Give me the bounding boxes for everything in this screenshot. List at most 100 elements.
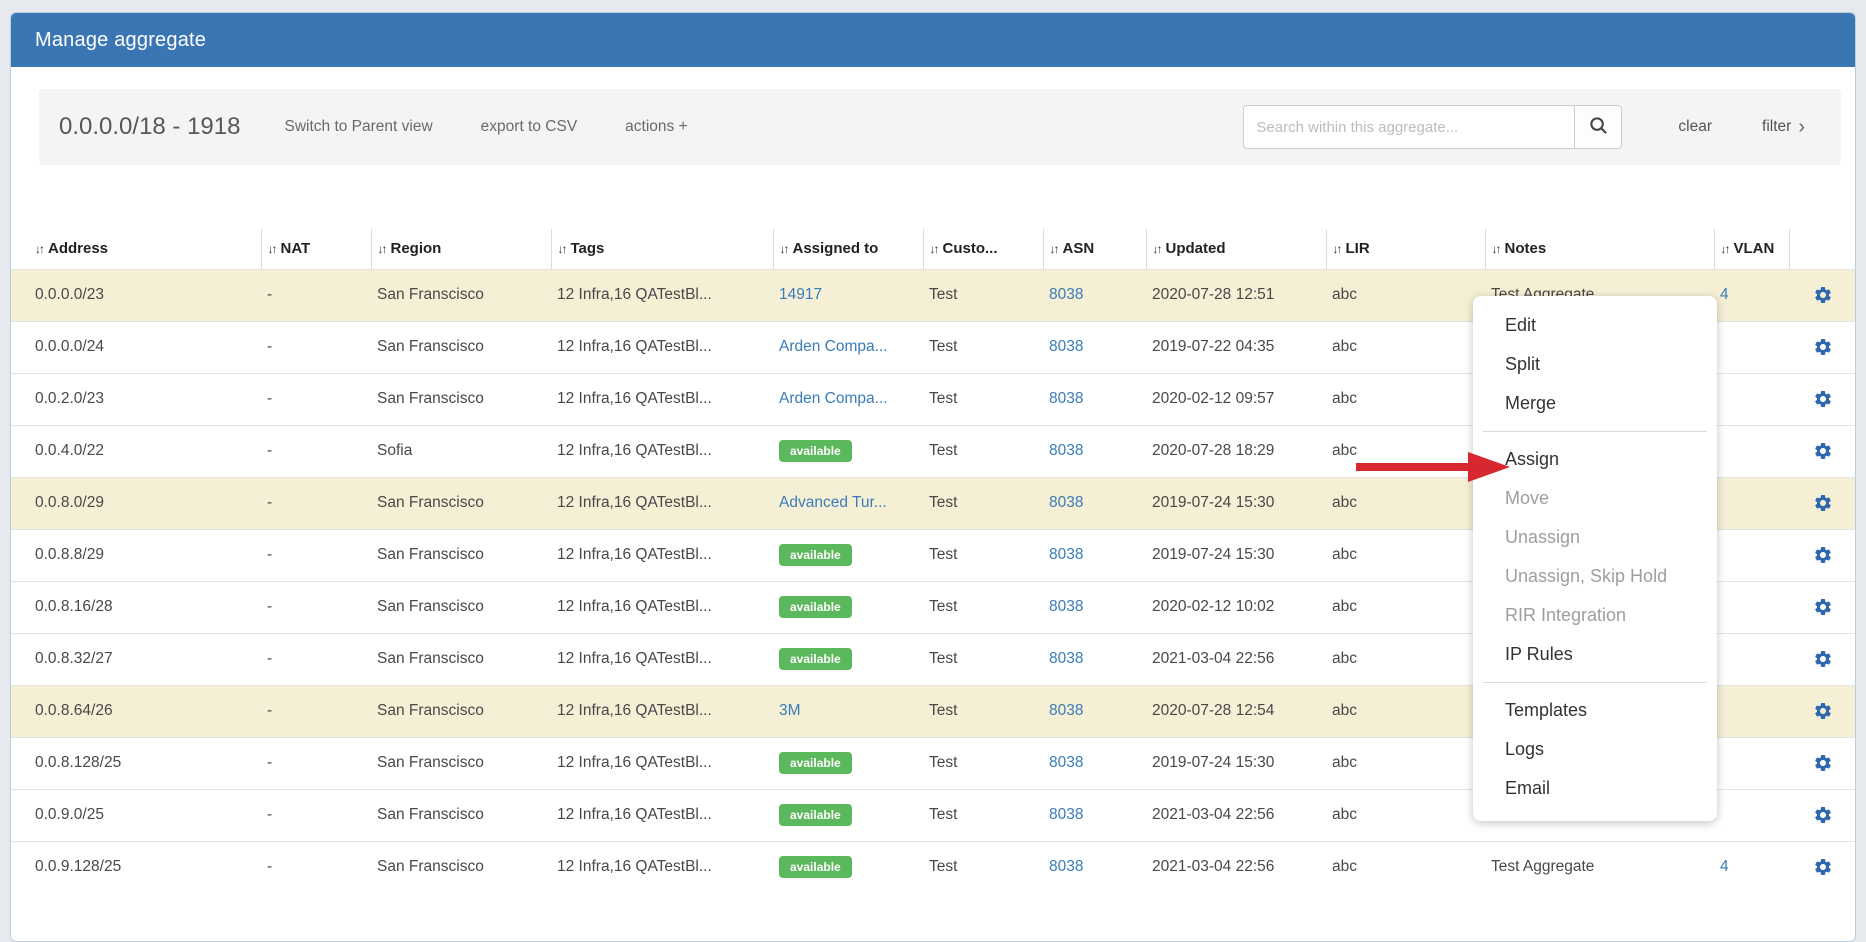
cell-region: San Franscisco	[371, 373, 551, 425]
assigned-to-link[interactable]: Advanced Tur...	[779, 494, 887, 511]
row-gear-button[interactable]	[1813, 545, 1833, 565]
row-gear-button[interactable]	[1813, 649, 1833, 669]
menu-item-email[interactable]: Email	[1473, 769, 1717, 808]
menu-item-assign[interactable]: Assign	[1473, 440, 1717, 479]
assigned-to-link[interactable]: Arden Compa...	[779, 338, 888, 355]
available-badge: available	[779, 596, 852, 618]
cell-nat: -	[261, 477, 371, 529]
search-input[interactable]	[1243, 105, 1575, 149]
asn-link[interactable]: 8038	[1049, 702, 1083, 719]
cell-updated: 2019-07-24 15:30	[1146, 477, 1326, 529]
column-header-assigned-to[interactable]: ↓↑Assigned to	[773, 229, 923, 269]
sort-arrows-icon: ↓↑	[1721, 242, 1729, 256]
cell-asn: 8038	[1043, 685, 1146, 737]
asn-link[interactable]: 8038	[1049, 442, 1083, 459]
column-header-customer[interactable]: ↓↑Custo...	[923, 229, 1043, 269]
cell-assigned-to: 3M	[773, 685, 923, 737]
asn-link[interactable]: 8038	[1049, 858, 1083, 875]
switch-parent-view-link[interactable]: Switch to Parent view	[284, 118, 432, 136]
column-label: Updated	[1166, 240, 1226, 257]
column-header-updated[interactable]: ↓↑Updated	[1146, 229, 1326, 269]
row-gear-button[interactable]	[1813, 441, 1833, 461]
cell-asn: 8038	[1043, 841, 1146, 893]
menu-divider	[1483, 682, 1707, 683]
row-gear-button[interactable]	[1813, 337, 1833, 357]
cell-nat: -	[261, 373, 371, 425]
row-gear-button[interactable]	[1813, 857, 1833, 877]
cell-asn: 8038	[1043, 477, 1146, 529]
asn-link[interactable]: 8038	[1049, 494, 1083, 511]
sort-arrows-icon: ↓↑	[1050, 242, 1058, 256]
actions-menu-link[interactable]: actions +	[625, 118, 687, 136]
column-header-region[interactable]: ↓↑Region	[371, 229, 551, 269]
menu-divider	[1483, 431, 1707, 432]
column-header-lir[interactable]: ↓↑LIR	[1326, 229, 1485, 269]
asn-link[interactable]: 8038	[1049, 806, 1083, 823]
available-badge: available	[779, 804, 852, 826]
cell-actions	[1789, 581, 1855, 633]
assigned-to-link[interactable]: 3M	[779, 702, 801, 719]
column-header-address[interactable]: ↓↑Address	[11, 229, 261, 269]
column-label: Region	[391, 240, 442, 257]
cell-actions	[1789, 685, 1855, 737]
asn-link[interactable]: 8038	[1049, 754, 1083, 771]
row-gear-button[interactable]	[1813, 493, 1833, 513]
menu-item-edit[interactable]: Edit	[1473, 306, 1717, 345]
aggregate-label: 0.0.0.0/18 - 1918	[59, 113, 240, 141]
row-gear-button[interactable]	[1813, 805, 1833, 825]
assigned-to-link[interactable]: Arden Compa...	[779, 390, 888, 407]
cell-region: Sofia	[371, 425, 551, 477]
cell-nat: -	[261, 425, 371, 477]
menu-item-logs[interactable]: Logs	[1473, 730, 1717, 769]
column-label: LIR	[1346, 240, 1370, 257]
cell-address: 0.0.8.16/28	[11, 581, 261, 633]
vlan-link[interactable]: 4	[1720, 858, 1729, 875]
cell-lir: abc	[1326, 373, 1485, 425]
search-button[interactable]	[1574, 105, 1622, 149]
cell-assigned-to: Advanced Tur...	[773, 477, 923, 529]
cell-updated: 2020-02-12 10:02	[1146, 581, 1326, 633]
cell-tags: 12 Infra,16 QATestBl...	[551, 841, 773, 893]
sort-arrows-icon: ↓↑	[268, 242, 276, 256]
vlan-link[interactable]: 4	[1720, 286, 1729, 303]
row-gear-button[interactable]	[1813, 389, 1833, 409]
assigned-to-link[interactable]: 14917	[779, 286, 822, 303]
cell-vlan	[1714, 425, 1789, 477]
asn-link[interactable]: 8038	[1049, 338, 1083, 355]
menu-item-templates[interactable]: Templates	[1473, 691, 1717, 730]
menu-item-merge[interactable]: Merge	[1473, 384, 1717, 423]
asn-link[interactable]: 8038	[1049, 598, 1083, 615]
column-header-asn[interactable]: ↓↑ASN	[1043, 229, 1146, 269]
cell-lir: abc	[1326, 477, 1485, 529]
column-header-notes[interactable]: ↓↑Notes	[1485, 229, 1714, 269]
clear-link[interactable]: clear	[1678, 118, 1712, 136]
cell-notes: Test Aggregate	[1485, 841, 1714, 893]
cell-assigned-to: available	[773, 581, 923, 633]
row-gear-button[interactable]	[1813, 753, 1833, 773]
cell-asn: 8038	[1043, 633, 1146, 685]
asn-link[interactable]: 8038	[1049, 650, 1083, 667]
filter-link[interactable]: filter ›	[1762, 117, 1805, 137]
toolbar: 0.0.0.0/18 - 1918 Switch to Parent view …	[39, 89, 1841, 165]
cell-address: 0.0.0.0/24	[11, 321, 261, 373]
menu-item-ip-rules[interactable]: IP Rules	[1473, 635, 1717, 674]
cell-actions	[1789, 269, 1855, 321]
cell-customer: Test	[923, 529, 1043, 581]
row-gear-button[interactable]	[1813, 701, 1833, 721]
asn-link[interactable]: 8038	[1049, 390, 1083, 407]
row-gear-button[interactable]	[1813, 285, 1833, 305]
menu-item-split[interactable]: Split	[1473, 345, 1717, 384]
cell-region: San Franscisco	[371, 737, 551, 789]
column-header-vlan[interactable]: ↓↑VLAN	[1714, 229, 1789, 269]
cell-vlan	[1714, 321, 1789, 373]
row-gear-button[interactable]	[1813, 597, 1833, 617]
page-title: Manage aggregate	[35, 29, 206, 52]
column-header-tags[interactable]: ↓↑Tags	[551, 229, 773, 269]
cell-vlan	[1714, 477, 1789, 529]
export-csv-link[interactable]: export to CSV	[481, 118, 578, 136]
asn-link[interactable]: 8038	[1049, 286, 1083, 303]
column-header-nat[interactable]: ↓↑NAT	[261, 229, 371, 269]
chevron-right-icon: ›	[1798, 117, 1805, 137]
cell-tags: 12 Infra,16 QATestBl...	[551, 633, 773, 685]
asn-link[interactable]: 8038	[1049, 546, 1083, 563]
